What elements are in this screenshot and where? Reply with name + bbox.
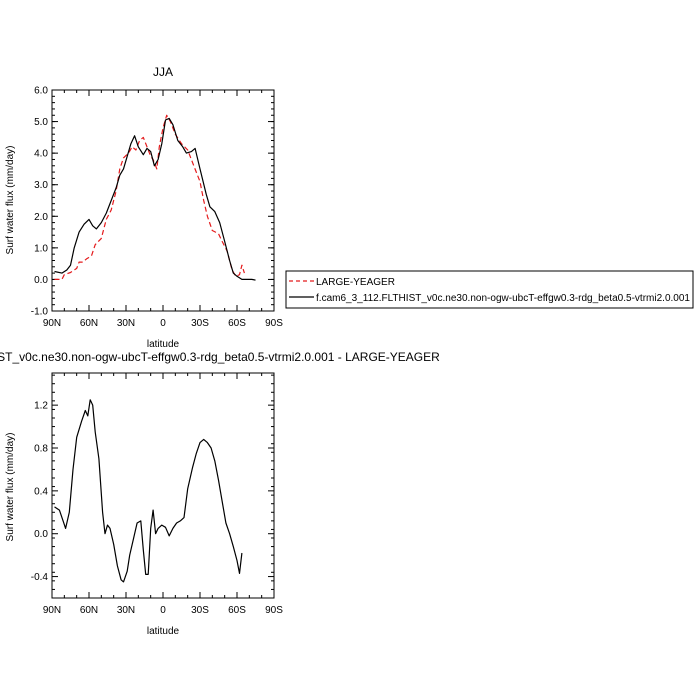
top-y-axis-label: Surf water flux (mm/day) — [5, 146, 16, 255]
bottom-x-axis-label: latitude — [147, 626, 180, 637]
bottom-x-tick-label: 30N — [117, 605, 135, 616]
bottom-y-tick-label: 0.8 — [34, 444, 48, 455]
top-panel-lines — [54, 114, 256, 281]
legend: LARGE-YEAGER f.cam6_3_112.FLTHIST_v0c.ne… — [285, 270, 694, 309]
top-y-tick-label: -1.0 — [31, 307, 49, 318]
bottom-x-tick-label: 60S — [228, 605, 246, 616]
top-y-tick-label: 3.0 — [34, 180, 48, 191]
top-y-tick-label: 6.0 — [34, 86, 48, 97]
bottom-panel-title: f.cam6_3_112.FLTHIST_v0c.ne30.non-ogw-ub… — [0, 350, 440, 364]
legend-label-large-yeager: LARGE-YEAGER — [316, 277, 395, 288]
top-y-tick-label: 4.0 — [34, 149, 48, 160]
top-series-line-1 — [54, 117, 256, 281]
legend-box — [285, 270, 694, 309]
legend-label-model: f.cam6_3_112.FLTHIST_v0c.ne30.non-ogw-ub… — [316, 293, 690, 304]
top-x-tick-label: 90N — [43, 318, 61, 329]
top-y-tick-label: 0.0 — [34, 275, 48, 286]
bottom-y-tick-label: 0.4 — [34, 486, 48, 497]
bottom-y-tick-label: 1.2 — [34, 401, 48, 412]
top-x-tick-label: 60S — [228, 318, 246, 329]
bottom-panel: f.cam6_3_112.FLTHIST_v0c.ne30.non-ogw-ub… — [0, 350, 440, 637]
top-x-tick-label: 30N — [117, 318, 135, 329]
top-panel-title: JJA — [153, 65, 173, 79]
bottom-panel-lines — [54, 399, 243, 583]
top-y-tick-label: 5.0 — [34, 117, 48, 128]
top-panel-ticks: 90N 60N 30N 0 30S 60S 90S -1.0 0.0 1.0 2.0 3.0 4.0 5.… — [31, 86, 283, 330]
bottom-series-line-0 — [54, 399, 243, 583]
top-plot-frame — [51, 89, 275, 312]
top-panel: JJA 90N 60N 30N 0 30S 60S 90S -1.0 0.0 1.0 2.0 3.0 4… — [5, 65, 283, 350]
top-x-tick-label: 60N — [80, 318, 98, 329]
bottom-y-tick-label: 0.0 — [34, 529, 48, 540]
bottom-x-tick-label: 90N — [43, 605, 61, 616]
top-y-tick-label: 2.0 — [34, 212, 48, 223]
bottom-y-axis-label: Surf water flux (mm/day) — [5, 433, 16, 542]
bottom-x-tick-label: 90S — [265, 605, 283, 616]
bottom-x-tick-label: 0 — [160, 605, 166, 616]
top-series-line-0 — [54, 114, 245, 280]
bottom-x-tick-label: 60N — [80, 605, 98, 616]
bottom-plot-frame — [51, 372, 275, 599]
top-x-tick-label: 0 — [160, 318, 166, 329]
top-x-tick-label: 30S — [191, 318, 209, 329]
top-x-axis-label: latitude — [147, 339, 180, 350]
bottom-panel-ticks: 90N 60N 30N 0 30S 60S 90S -0.4 0.0 0.4 0.8 1.2 — [31, 373, 283, 616]
top-y-tick-label: 1.0 — [34, 243, 48, 254]
bottom-y-tick-label: -0.4 — [31, 572, 49, 583]
bottom-x-tick-label: 30S — [191, 605, 209, 616]
top-x-tick-label: 90S — [265, 318, 283, 329]
